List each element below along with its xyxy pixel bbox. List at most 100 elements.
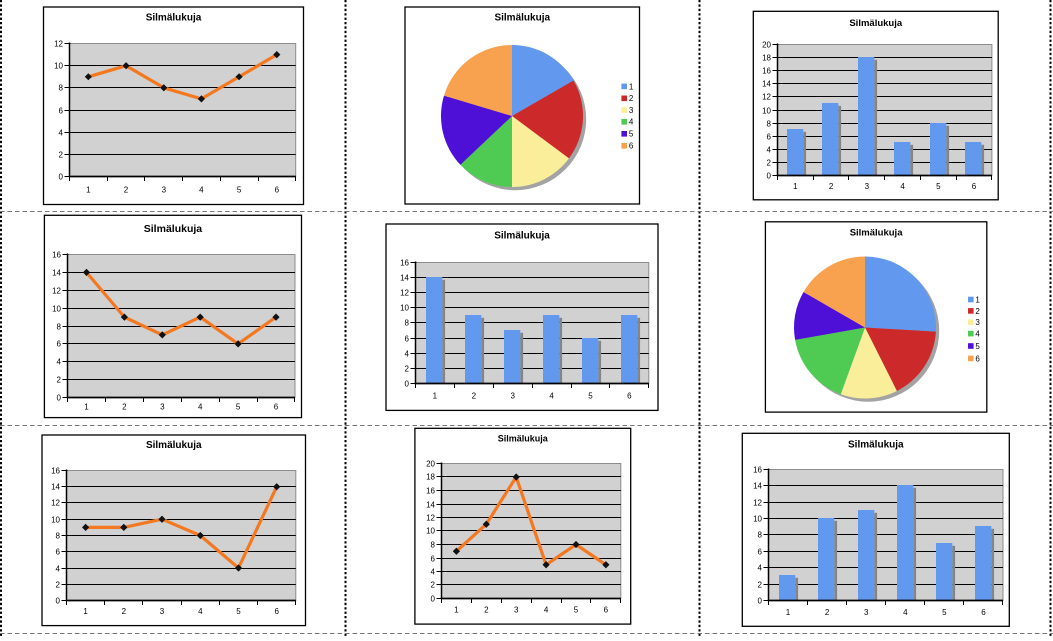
svg-text:12: 12 [54, 39, 63, 48]
svg-text:8: 8 [405, 318, 410, 327]
svg-text:Silmälukuja: Silmälukuja [146, 440, 202, 451]
svg-text:8: 8 [57, 322, 62, 331]
svg-text:3: 3 [514, 606, 519, 615]
svg-text:10: 10 [762, 106, 771, 115]
svg-text:4: 4 [544, 606, 549, 615]
svg-text:Silmälukuja: Silmälukuja [144, 223, 203, 235]
svg-text:Silmälukuja: Silmälukuja [146, 13, 202, 24]
svg-text:18: 18 [426, 472, 435, 481]
svg-text:4: 4 [405, 349, 410, 358]
svg-text:1: 1 [975, 295, 980, 304]
svg-text:0: 0 [431, 594, 436, 603]
svg-text:5: 5 [236, 402, 241, 411]
svg-text:2: 2 [472, 391, 477, 400]
svg-text:6: 6 [57, 339, 62, 348]
svg-text:2: 2 [405, 364, 410, 373]
svg-text:16: 16 [400, 258, 409, 267]
svg-text:14: 14 [762, 79, 771, 88]
svg-text:5: 5 [237, 185, 242, 194]
svg-text:14: 14 [52, 268, 61, 277]
svg-text:4: 4 [199, 185, 204, 194]
svg-text:5: 5 [574, 606, 579, 615]
svg-text:8: 8 [767, 119, 772, 128]
svg-text:3: 3 [160, 402, 165, 411]
svg-text:0: 0 [405, 379, 410, 388]
svg-text:0: 0 [59, 172, 64, 181]
svg-text:4: 4 [59, 128, 64, 137]
svg-text:3: 3 [510, 391, 515, 400]
svg-text:12: 12 [400, 288, 409, 297]
svg-text:1: 1 [84, 402, 89, 411]
svg-text:5: 5 [942, 608, 947, 617]
svg-text:2: 2 [484, 606, 489, 615]
svg-text:8: 8 [56, 531, 61, 540]
svg-text:16: 16 [753, 465, 762, 474]
svg-text:14: 14 [426, 500, 435, 509]
svg-text:2: 2 [829, 182, 834, 191]
svg-text:5: 5 [236, 607, 241, 616]
svg-text:10: 10 [426, 526, 435, 535]
svg-text:4: 4 [975, 330, 980, 339]
svg-text:4: 4 [198, 402, 203, 411]
svg-text:2: 2 [767, 158, 772, 167]
svg-text:4: 4 [767, 145, 772, 154]
svg-text:2: 2 [122, 402, 127, 411]
svg-text:6: 6 [405, 334, 410, 343]
svg-text:10: 10 [753, 514, 762, 523]
svg-text:6: 6 [274, 402, 279, 411]
svg-text:3: 3 [975, 318, 980, 327]
svg-text:6: 6 [59, 106, 64, 115]
svg-text:Silmälukuja: Silmälukuja [494, 13, 550, 24]
svg-text:3: 3 [864, 608, 869, 617]
svg-text:10: 10 [51, 515, 60, 524]
svg-text:3: 3 [162, 185, 167, 194]
svg-text:2: 2 [124, 185, 129, 194]
svg-text:Silmälukuja: Silmälukuja [848, 439, 904, 450]
svg-text:2: 2 [431, 580, 436, 589]
svg-text:6: 6 [975, 354, 980, 363]
svg-text:8: 8 [431, 540, 436, 549]
svg-text:1: 1 [433, 391, 438, 400]
svg-text:4: 4 [56, 564, 61, 573]
svg-text:0: 0 [767, 171, 772, 180]
svg-text:5: 5 [936, 182, 941, 191]
svg-text:6: 6 [274, 607, 279, 616]
svg-text:4: 4 [629, 118, 634, 127]
svg-text:6: 6 [758, 547, 763, 556]
svg-text:6: 6 [972, 182, 977, 191]
svg-text:1: 1 [786, 608, 791, 617]
svg-text:6: 6 [629, 142, 634, 151]
svg-text:0: 0 [57, 393, 62, 402]
svg-text:12: 12 [426, 513, 435, 522]
svg-text:2: 2 [57, 375, 62, 384]
svg-text:10: 10 [54, 61, 63, 70]
svg-text:5: 5 [629, 130, 634, 139]
svg-text:2: 2 [59, 150, 64, 159]
svg-text:10: 10 [52, 304, 61, 313]
svg-text:3: 3 [629, 106, 634, 115]
svg-text:4: 4 [549, 391, 554, 400]
svg-text:20: 20 [426, 459, 435, 468]
svg-text:0: 0 [758, 596, 763, 605]
svg-text:1: 1 [86, 185, 91, 194]
svg-text:12: 12 [52, 286, 61, 295]
svg-text:14: 14 [51, 482, 60, 491]
svg-text:14: 14 [753, 481, 762, 490]
svg-text:1: 1 [793, 182, 798, 191]
svg-text:1: 1 [83, 607, 88, 616]
svg-text:6: 6 [767, 132, 772, 141]
svg-text:3: 3 [160, 607, 165, 616]
svg-text:6: 6 [627, 391, 632, 400]
svg-text:12: 12 [753, 498, 762, 507]
svg-text:6: 6 [275, 185, 280, 194]
svg-text:Silmälukuja: Silmälukuja [850, 228, 904, 239]
svg-text:2: 2 [975, 307, 980, 316]
svg-text:10: 10 [400, 303, 409, 312]
svg-text:4: 4 [57, 357, 62, 366]
svg-text:18: 18 [762, 53, 771, 62]
svg-text:5: 5 [975, 342, 980, 351]
svg-text:8: 8 [758, 530, 763, 539]
svg-text:4: 4 [758, 563, 763, 572]
svg-text:2: 2 [122, 607, 127, 616]
svg-text:12: 12 [762, 92, 771, 101]
